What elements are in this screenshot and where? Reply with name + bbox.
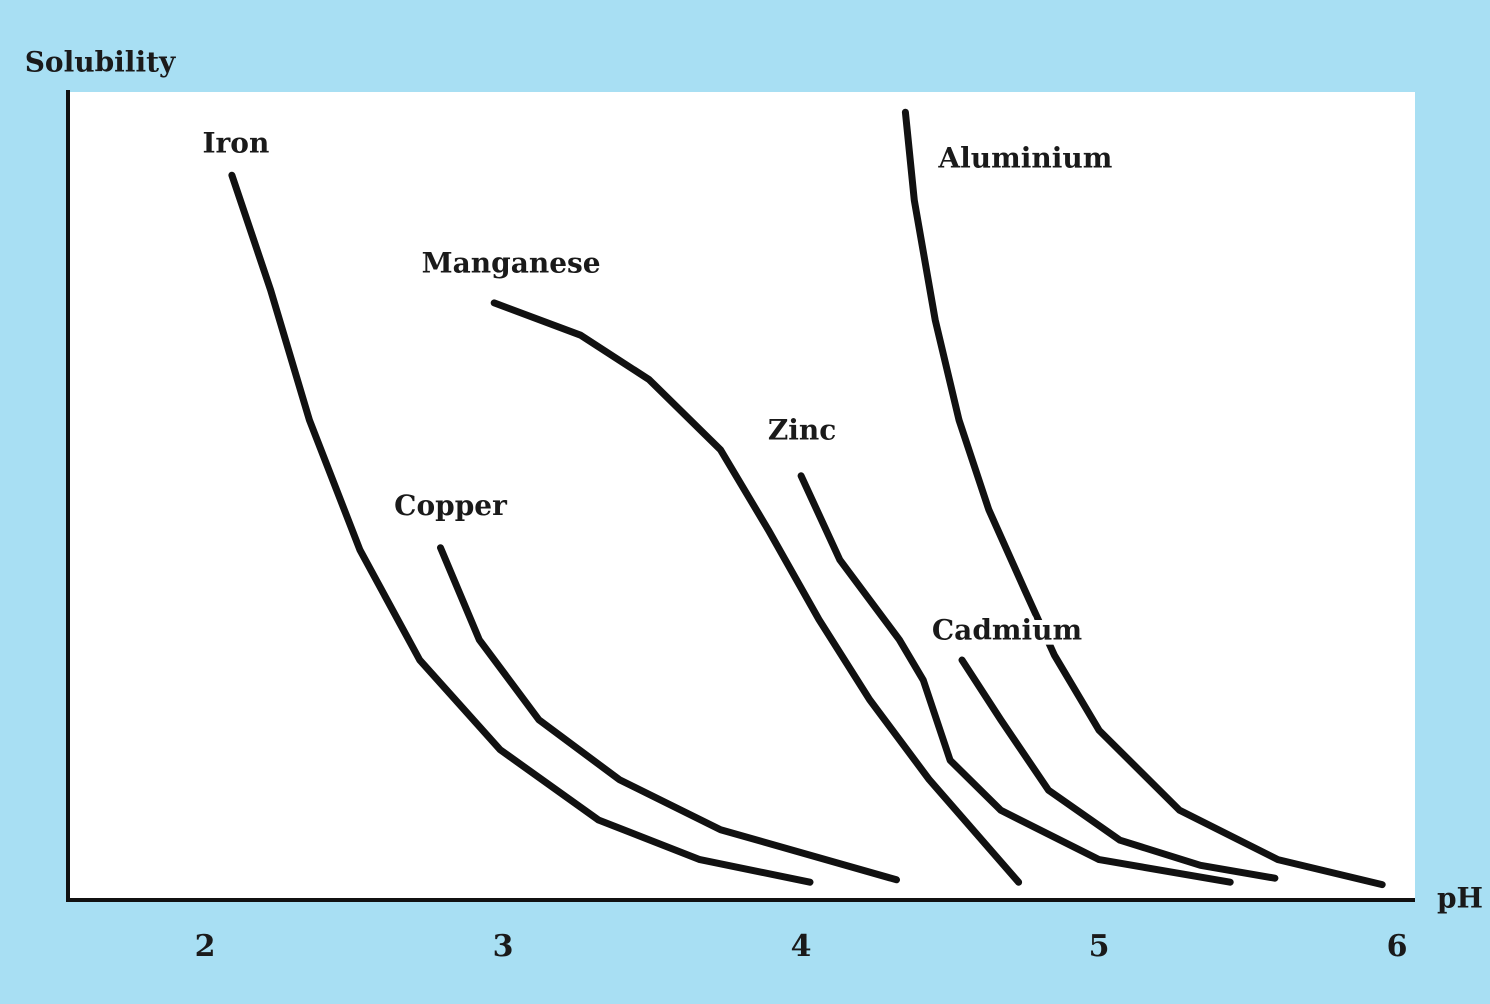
x-tick-label: 2 (195, 929, 216, 964)
x-tick-label: 3 (493, 929, 514, 964)
curve-label: Cadmium (932, 614, 1082, 647)
curve (437, 544, 900, 884)
curve (228, 171, 814, 886)
curve (958, 656, 1279, 882)
curve-label: Aluminium (937, 142, 1112, 175)
x-axis-title: pH (1437, 882, 1483, 915)
curve-label: Zinc (768, 413, 836, 446)
curve (490, 299, 1023, 886)
curve-label: Copper (394, 489, 508, 522)
x-tick-label: 5 (1089, 929, 1110, 964)
y-axis-title: Solubility (25, 46, 176, 79)
curve (797, 472, 1234, 886)
curve (901, 108, 1386, 889)
x-tick-label: 4 (791, 929, 812, 964)
curve-label: Manganese (422, 246, 601, 279)
x-tick-label: 6 (1387, 929, 1408, 964)
curve-label: Iron (202, 127, 269, 160)
plot-area (70, 92, 1415, 900)
